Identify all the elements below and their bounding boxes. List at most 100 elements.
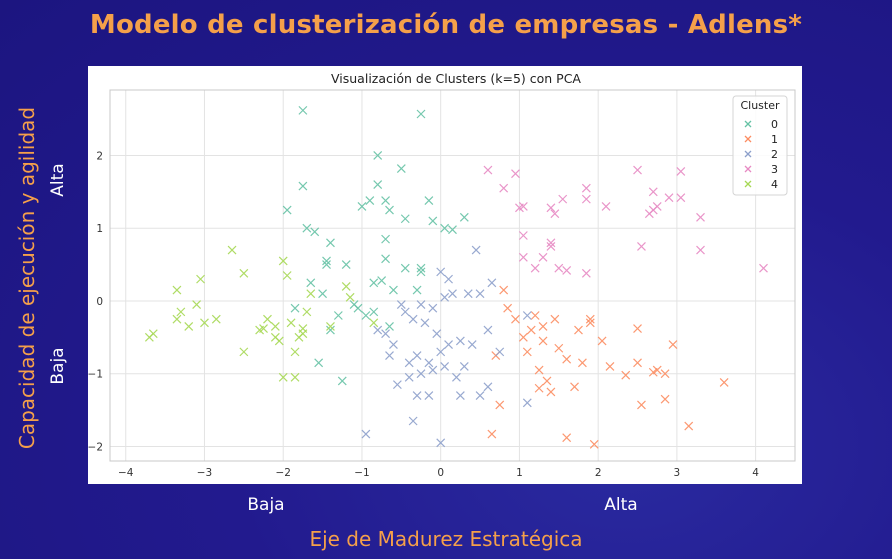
data-point — [396, 300, 406, 310]
data-point — [518, 201, 528, 211]
point-layer — [144, 105, 768, 449]
data-point — [605, 362, 615, 371]
data-point — [483, 382, 493, 392]
series-4 — [144, 245, 379, 382]
legend-marker — [744, 150, 752, 158]
data-point — [148, 329, 158, 339]
data-point — [318, 289, 328, 299]
data-point — [444, 274, 453, 284]
data-point — [263, 314, 272, 324]
data-point — [326, 325, 335, 335]
data-point — [381, 254, 390, 264]
x-axis-title: Eje de Madurez Estratégica — [309, 527, 583, 551]
data-point — [455, 336, 465, 346]
data-point — [385, 321, 394, 331]
data-point — [290, 303, 300, 313]
data-point — [310, 227, 320, 237]
data-point — [522, 347, 532, 357]
data-point — [684, 421, 694, 431]
page-title: Modelo de clusterización de empresas - A… — [89, 10, 803, 40]
data-point — [546, 203, 556, 213]
data-point — [648, 187, 658, 197]
data-point — [581, 268, 591, 278]
data-point — [522, 311, 532, 320]
data-point — [633, 358, 642, 368]
data-point — [526, 325, 536, 335]
data-point — [381, 234, 390, 244]
data-point — [239, 268, 249, 278]
legend-entry-label: 2 — [771, 148, 778, 161]
data-point — [385, 205, 394, 215]
data-point — [408, 314, 418, 324]
data-point — [459, 362, 469, 371]
series-3 — [483, 165, 768, 278]
data-point — [471, 245, 481, 255]
series-1 — [487, 285, 729, 449]
data-point — [381, 329, 390, 339]
data-point — [361, 311, 371, 320]
data-point — [428, 303, 438, 313]
data-point — [585, 318, 595, 328]
data-point — [424, 391, 434, 400]
x-tick-label: 1 — [516, 467, 523, 479]
data-point — [416, 263, 426, 273]
data-point — [562, 265, 572, 275]
data-point — [637, 400, 646, 410]
plot-frame — [109, 89, 796, 462]
data-point — [436, 438, 446, 448]
data-point — [322, 260, 331, 270]
data-point — [420, 318, 430, 328]
legend-entry-label: 0 — [771, 118, 778, 131]
data-point — [546, 238, 556, 248]
data-point — [518, 252, 528, 262]
data-point — [337, 376, 347, 386]
data-point — [369, 318, 379, 328]
data-point — [696, 212, 705, 222]
data-point — [495, 347, 505, 357]
data-point — [530, 263, 540, 273]
data-point — [322, 256, 331, 266]
y-tick-label: 2 — [96, 150, 103, 162]
data-point — [475, 289, 485, 299]
chart-title: Visualización de Clusters (k=5) con PCA — [331, 71, 581, 86]
data-point — [369, 307, 379, 317]
data-point — [459, 212, 469, 222]
data-point — [719, 378, 729, 387]
tick-layer: −4 −3 −2 −1 0 1 2 3 4 −2 −1 0 1 2 — [88, 150, 759, 479]
y-high-label: Alta — [48, 163, 68, 197]
data-point — [333, 311, 343, 320]
data-point — [696, 245, 705, 255]
y-tick-label: 1 — [96, 223, 103, 235]
data-point — [408, 416, 418, 426]
data-point — [184, 321, 194, 331]
data-point — [396, 164, 406, 173]
chart-card: Visualización de Clusters (k=5) con PCA … — [88, 66, 802, 484]
data-point — [416, 369, 426, 379]
data-point — [455, 391, 465, 400]
data-point — [432, 329, 442, 339]
data-point — [341, 260, 351, 270]
data-point — [499, 183, 509, 193]
data-point — [373, 180, 383, 189]
data-point — [522, 398, 532, 408]
data-point — [282, 205, 292, 215]
data-point — [518, 332, 528, 342]
data-point — [444, 340, 453, 350]
data-point — [660, 369, 670, 379]
x-tick-label: −1 — [354, 467, 369, 479]
data-point — [759, 263, 768, 273]
data-point — [274, 336, 284, 346]
legend-entry-label: 4 — [771, 178, 778, 191]
data-point — [652, 201, 662, 211]
data-point — [286, 318, 296, 328]
data-point — [589, 439, 599, 449]
legend-entry-label: 1 — [771, 133, 778, 146]
data-point — [550, 209, 560, 219]
data-point — [412, 285, 422, 295]
legend-entry-label: 3 — [771, 163, 778, 176]
data-point — [581, 183, 591, 193]
data-point — [385, 351, 394, 360]
series-2 — [361, 245, 532, 448]
data-point — [546, 387, 556, 397]
data-point — [192, 300, 202, 310]
